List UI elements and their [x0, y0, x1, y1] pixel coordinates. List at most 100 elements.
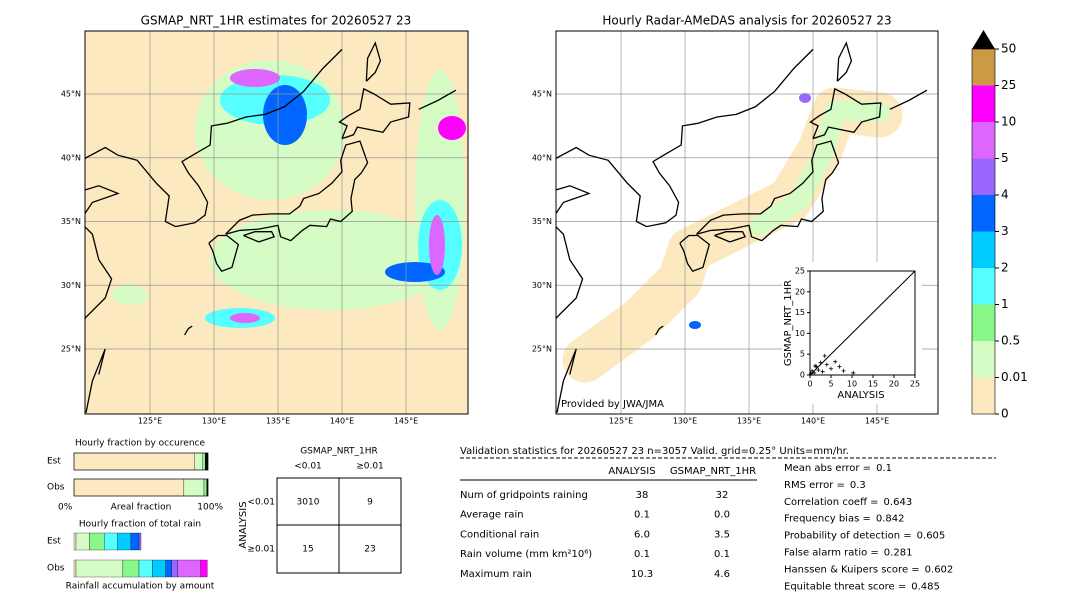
colorbar-segment [972, 49, 995, 86]
score-label: Correlation coeff = [784, 497, 879, 508]
bar-segment [104, 532, 118, 551]
x-tick-label: 15 [868, 380, 878, 389]
score-value: 0.3 [850, 480, 866, 491]
colorbar-label: 50 [1001, 42, 1016, 56]
validation-header: Validation statistics for 20260527 23 n=… [460, 446, 849, 457]
score-value: 0.1 [876, 463, 892, 474]
column-header: GSMAP_NRT_1HR [670, 466, 756, 477]
lon-label: 125°E [609, 417, 633, 426]
lat-label: 25°N [61, 345, 81, 354]
x-axis-label: ANALYSIS [837, 390, 884, 401]
score: RMS error = 0.3 [784, 480, 866, 491]
score: Correlation coeff = 0.643 [784, 497, 912, 508]
x-axis-label: Areal fraction [111, 503, 172, 513]
score-value: 0.602 [925, 564, 954, 575]
row-value: 0.1 [714, 549, 730, 560]
row-label: Conditional rain [460, 529, 539, 540]
row-value: 3.5 [714, 529, 730, 540]
row-label: Est [47, 457, 61, 467]
bar-segment [171, 559, 179, 578]
lat-label: 40°N [61, 153, 81, 162]
panel-title: Hourly fraction by occurence [75, 439, 205, 449]
colorbar-segment [972, 85, 995, 122]
row-label: Est [47, 537, 61, 547]
coastline [365, 41, 382, 82]
point [841, 368, 846, 373]
row-label: Average rain [460, 510, 524, 521]
bar-segment [89, 532, 105, 551]
row-label: Maximum rain [460, 569, 532, 580]
row-value: 6.0 [634, 529, 650, 540]
lat-label: 45°N [532, 90, 552, 99]
table-side-label: ANALYSIS [238, 501, 249, 548]
map-layers [85, 31, 938, 414]
rain-area [750, 100, 890, 235]
bar-segment [73, 532, 77, 551]
panel-footer: Rainfall accumulation by amount [66, 582, 215, 592]
colorbar-label: 2 [1001, 261, 1009, 275]
bar-segment [203, 478, 207, 497]
score-value: 0.842 [876, 514, 905, 525]
rain-area [230, 69, 280, 87]
x-tick-label: 25 [910, 380, 920, 389]
inset-frame [809, 270, 916, 376]
bar-segment [73, 559, 77, 578]
point [822, 353, 827, 358]
colorbar-segment [972, 377, 995, 414]
rain-area [230, 313, 260, 323]
map-frame [84, 30, 469, 415]
map-frame [555, 30, 939, 415]
coastline [696, 140, 840, 242]
point [816, 368, 821, 373]
point [833, 359, 838, 364]
score-label: Probability of detection = [784, 531, 912, 542]
colorbar-segment [972, 122, 995, 159]
colorbar-label: 5 [1001, 151, 1009, 165]
x-tick-label: 5 [828, 380, 833, 389]
coastline [338, 87, 411, 140]
coastline [556, 48, 814, 320]
bar-segment [122, 559, 140, 578]
bar-segment [75, 559, 124, 578]
colorbar-segment [972, 341, 995, 378]
point [829, 366, 833, 371]
score-value: 0.643 [884, 497, 913, 508]
coastline [85, 48, 343, 320]
row-value: 0.0 [714, 510, 730, 521]
lon-label: 135°E [737, 417, 761, 426]
bar-segment [138, 532, 142, 551]
lon-label: 145°E [394, 417, 418, 426]
row-value: 0.1 [634, 510, 650, 521]
coastline [679, 234, 711, 273]
y-tick-label: 10 [795, 329, 805, 338]
y-tick-label: 0 [800, 371, 805, 380]
colorbar-label: 0.5 [1001, 334, 1020, 348]
y-tick-label: 20 [795, 287, 805, 296]
score-label: RMS error = [784, 480, 845, 491]
credit: Provided by JWA/JMA [561, 399, 664, 410]
coastline [556, 348, 577, 413]
row-label: Obs [47, 483, 65, 493]
colorbar-label: 0.01 [1001, 370, 1028, 384]
point [851, 370, 856, 375]
colorbar-label: 3 [1001, 224, 1009, 238]
x-tick-label: 10 [847, 380, 857, 389]
score: False alarm ratio = 0.281 [784, 548, 912, 559]
point [808, 371, 813, 376]
table-cell: 3010 [297, 498, 320, 508]
bar-segment [117, 532, 132, 551]
lon-label: 140°E [330, 417, 354, 426]
point [824, 362, 829, 367]
bar-segment [177, 559, 201, 578]
bar-segment [73, 478, 185, 497]
point [837, 364, 842, 369]
row-label: Num of gridpoints raining [460, 490, 588, 501]
diagonal [809, 270, 916, 376]
bar-segment [75, 532, 90, 551]
score-label: False alarm ratio = [784, 548, 879, 559]
score: Equitable threat score = 0.485 [784, 581, 940, 592]
x-axis-label: 0% [58, 503, 73, 513]
colorbar-segment [972, 158, 995, 195]
bar-segment [165, 559, 172, 578]
